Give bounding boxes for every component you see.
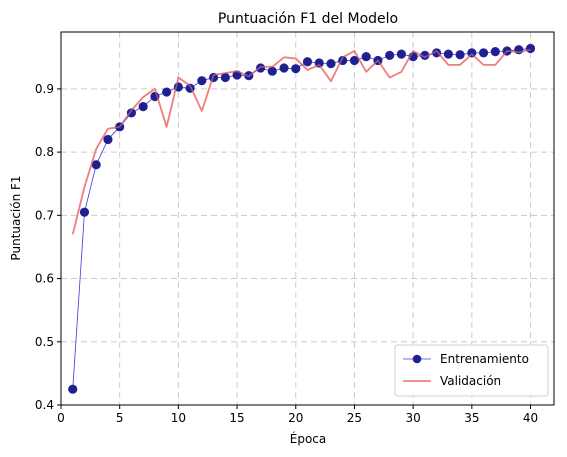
y-tick-label: 0.5 (35, 335, 54, 349)
legend-label-entrenamiento: Entrenamiento (440, 352, 529, 366)
data-point-entrenamiento (478, 48, 489, 58)
data-point-entrenamiento (126, 108, 137, 118)
data-point-entrenamiento (396, 49, 407, 59)
data-point-entrenamiento (197, 76, 207, 86)
x-tick-label: 25 (347, 411, 362, 425)
data-point-entrenamiento (525, 43, 536, 54)
y-tick-label: 0.8 (35, 145, 54, 159)
x-tick-label: 40 (523, 411, 538, 425)
x-axis-title: Época (290, 431, 327, 446)
data-point-entrenamiento (220, 72, 230, 83)
data-point-entrenamiento (267, 66, 277, 76)
data-point-entrenamiento (255, 63, 266, 73)
x-tick-label: 0 (57, 411, 65, 425)
y-tick-label: 0.7 (35, 208, 54, 222)
series-line-validacion-overlay (71, 48, 531, 235)
legend-label-validacion: Validación (440, 374, 501, 388)
data-point-entrenamiento (138, 101, 148, 112)
x-tick-label: 30 (406, 411, 421, 425)
x-tick-label: 15 (229, 411, 244, 425)
data-point-entrenamiento (385, 50, 395, 60)
data-point-entrenamiento (455, 50, 465, 60)
x-tick-label: 20 (288, 411, 303, 425)
data-point-entrenamiento (349, 55, 360, 66)
data-point-entrenamiento (291, 64, 301, 74)
chart-title: Puntuación F1 del Modelo (218, 11, 398, 27)
data-point-entrenamiento (279, 63, 289, 73)
series-line-validacion (71, 48, 531, 235)
data-point-entrenamiento (162, 87, 172, 97)
x-tick-label: 5 (116, 411, 124, 425)
data-point-entrenamiento (68, 384, 78, 394)
plot-frame (60, 31, 555, 406)
data-point-entrenamiento (79, 207, 90, 217)
y-tick-label: 0.6 (35, 272, 54, 286)
data-point-entrenamiento (103, 134, 113, 145)
data-point-entrenamiento (443, 49, 453, 59)
legend: Entrenamiento Validación (394, 344, 549, 397)
data-point-entrenamiento (490, 46, 500, 57)
data-point-entrenamiento (326, 59, 336, 69)
tick-layer: 0 5 10 15 20 25 30 35 40 0.4 0.5 0.6 0.7 0.8 0.9 (35, 82, 538, 425)
data-point-entrenamiento (91, 160, 101, 170)
data-point-entrenamiento (361, 52, 371, 62)
y-tick-label: 0.9 (35, 82, 54, 96)
x-tick-label: 35 (464, 411, 479, 425)
data-point-entrenamiento (302, 57, 313, 67)
series-layer (68, 43, 536, 394)
legend-box (394, 344, 549, 397)
legend-marker-entrenamiento (412, 354, 422, 364)
x-tick-label: 10 (171, 411, 186, 425)
y-tick-label: 0.4 (35, 398, 54, 412)
y-axis-title: Puntuación F1 (9, 175, 23, 260)
